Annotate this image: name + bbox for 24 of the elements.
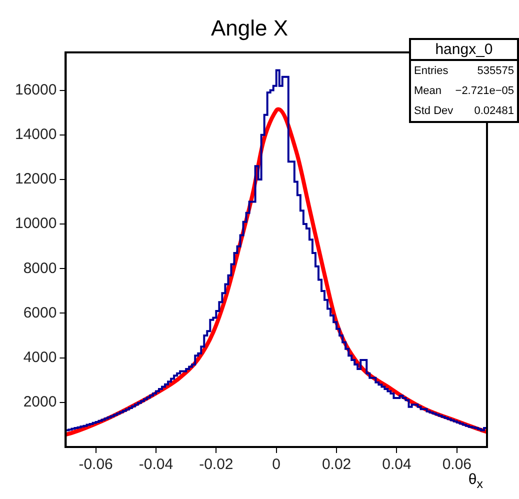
x-tick-label: 0	[272, 456, 281, 474]
annotation: hangx_0	[411, 40, 517, 61]
x-tick-label: 0.06	[442, 456, 472, 474]
y-tick-label: 4000	[23, 348, 57, 366]
annotation: 0.02481	[474, 105, 514, 117]
x-tick-label: 0.02	[322, 456, 352, 474]
y-tick-label: 10000	[14, 215, 57, 232]
annotation: Mean	[414, 85, 442, 97]
x-tick-label: -0.04	[138, 456, 174, 474]
y-tick-label: 14000	[14, 126, 57, 144]
y-tick-label: 12000	[14, 170, 57, 188]
annotation: Entries	[414, 65, 448, 77]
x-tick-label: -0.06	[78, 456, 113, 474]
annotation: 535575	[477, 65, 514, 77]
annotation: Std Dev	[414, 105, 454, 117]
y-tick-label: 6000	[23, 304, 57, 322]
annotation: −2.721e−05	[455, 85, 514, 97]
chart-title: Angle X	[210, 15, 288, 40]
x-tick-label: -0.02	[199, 456, 234, 474]
x-axis-title: θ$_{x}$	[468, 471, 483, 491]
y-tick-label: 8000	[23, 260, 57, 277]
x-tick-label: 0.04	[382, 456, 412, 474]
y-tick-label: 2000	[23, 394, 57, 411]
y-tick-label: 16000	[14, 81, 57, 98]
